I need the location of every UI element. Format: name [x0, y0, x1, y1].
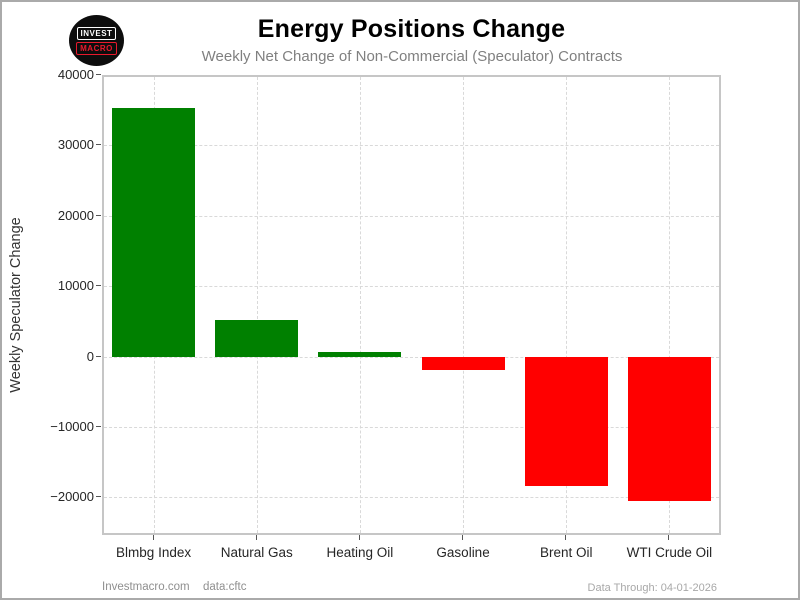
gridline-vertical [566, 77, 568, 533]
y-tick-label: 20000 [57, 207, 94, 223]
y-tick-mark [96, 74, 101, 75]
x-category-label-wti-crude-oil: WTI Crude Oil [626, 545, 713, 560]
y-tick-mark [96, 285, 101, 287]
y-tick-label: −10000 [50, 419, 94, 434]
gridline-horizontal [104, 145, 719, 147]
gridline-horizontal [104, 497, 719, 499]
x-category-label-gasoline: Gasoline [436, 545, 490, 560]
y-tick-label: 0 [86, 348, 94, 364]
x-category-label-natural-gas: Natural Gas [220, 545, 293, 560]
x-tick-mark [565, 535, 567, 540]
x-tick-mark [462, 535, 464, 540]
x-tick-mark [255, 535, 257, 540]
y-tick-mark [96, 214, 101, 216]
y-tick-label: 30000 [57, 137, 94, 153]
gridline-horizontal [104, 215, 719, 217]
gridline-horizontal [104, 356, 719, 358]
y-tick-mark [96, 144, 101, 146]
y-axis-label: Weekly Speculator Change [8, 217, 24, 393]
y-tick-label: −20000 [50, 489, 94, 505]
gridline-vertical [359, 77, 361, 533]
bar-wti-crude-oil [628, 357, 711, 501]
plot-area [102, 75, 721, 535]
x-category-label-blmbg-index: Blmbg Index [116, 545, 192, 560]
bar-brent-oil [525, 357, 608, 486]
x-category-label-heating-oil: Heating Oil [326, 545, 394, 560]
footer-source-text: data:cftc [203, 581, 247, 593]
y-tick-label: 10000 [57, 278, 94, 294]
x-tick-mark [358, 535, 360, 540]
chart-title: Energy Positions Change [257, 15, 566, 43]
chart-subtitle: Weekly Net Change of Non-Commercial (Spe… [201, 48, 623, 65]
footer-site-text: Investmacro.com [102, 581, 190, 593]
footer-data-through-text: Data Through: 04-01-2026 [587, 582, 717, 594]
x-tick-mark [668, 535, 670, 540]
gridline-vertical [669, 77, 671, 533]
x-category-label-brent-oil: Brent Oil [539, 545, 593, 560]
bar-blmbg-index [112, 108, 195, 357]
y-tick-mark [96, 355, 101, 357]
y-tick-label: 40000 [57, 67, 94, 82]
bar-gasoline [422, 357, 505, 370]
logo-macro-text: MACRO [76, 41, 117, 55]
gridline-vertical [256, 77, 258, 533]
x-tick-mark [152, 535, 154, 540]
gridline-horizontal [104, 427, 719, 428]
gridline-horizontal [104, 286, 719, 288]
logo-invest-text: INVEST [76, 26, 117, 40]
y-tick-mark [96, 426, 101, 427]
investmacro-logo: INVEST MACRO [69, 15, 124, 66]
y-tick-mark [96, 496, 101, 498]
bar-heating-oil [318, 352, 401, 357]
bar-natural-gas [215, 320, 298, 357]
gridline-vertical [463, 77, 465, 533]
